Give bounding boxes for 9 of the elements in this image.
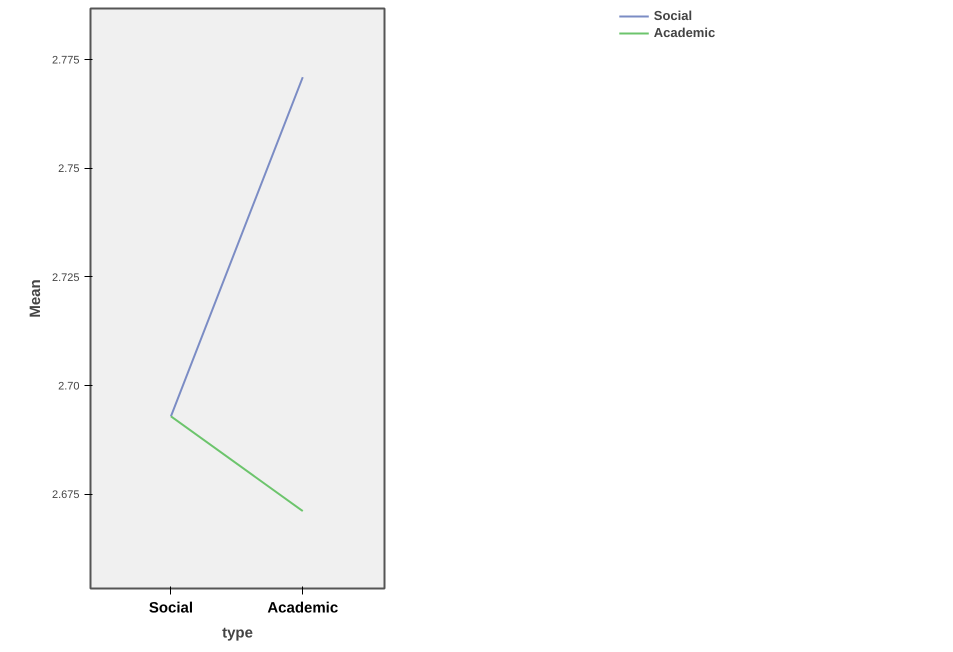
y-axis-title: Mean [26,279,44,318]
y-tick-label: 2.75 [58,163,80,176]
legend-label: Social [654,8,692,23]
y-tick-label: 2.725 [52,272,80,284]
x-axis-title: type [222,624,253,642]
y-tick-label: 2.675 [52,489,80,502]
y-tick-label: 2.70 [58,380,80,392]
y-tick-label: 2.775 [52,54,80,66]
legend-label: Academic [654,25,716,40]
